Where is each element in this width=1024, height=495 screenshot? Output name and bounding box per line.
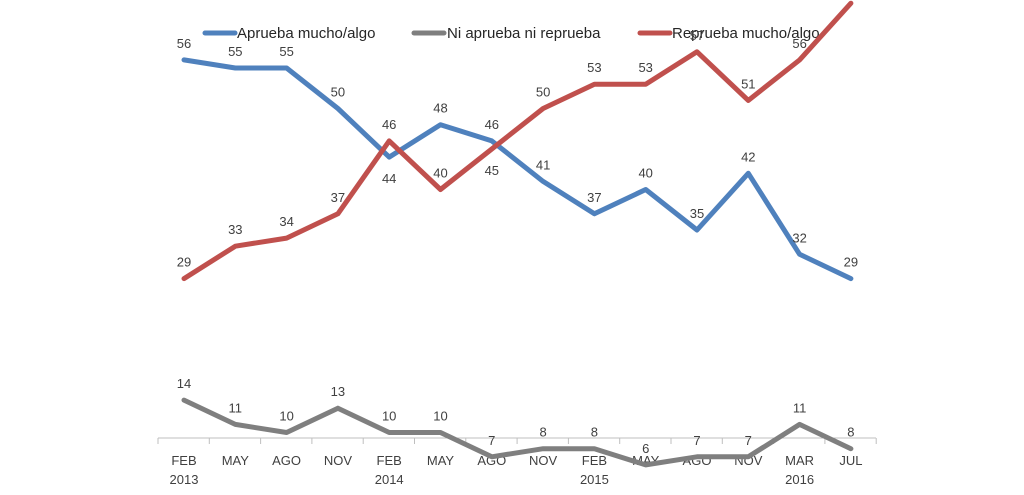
x-tick-year-label: 2015 (580, 472, 609, 487)
data-label: 8 (591, 425, 598, 440)
data-label: 10 (382, 409, 396, 424)
x-tick-label: NOV (324, 453, 353, 468)
data-label: 46 (485, 117, 499, 132)
data-label: 37 (587, 190, 601, 205)
x-tick-label: MAR (785, 453, 814, 468)
data-label: 11 (229, 400, 243, 415)
x-tick-label: FEB (582, 453, 607, 468)
legend-label: Ni aprueba ni reprueba (447, 25, 601, 42)
data-label: 50 (331, 85, 345, 100)
data-labels: 56 55 55 50 44 48 46 41 37 40 35 42 32 29 14 11 10 13 10 10… (177, 28, 858, 456)
series-lines (181, 0, 854, 468)
x-tick-year-label: 2014 (375, 472, 404, 487)
data-label: 53 (638, 60, 652, 75)
data-label: 42 (741, 149, 755, 164)
data-label: 7 (745, 433, 752, 448)
data-label: 57 (690, 28, 704, 43)
data-label: 55 (279, 44, 293, 59)
legend: Aprueba mucho/algo Ni aprueba ni reprueba… (202, 25, 820, 42)
data-label: 41 (536, 157, 550, 172)
data-label: 10 (279, 409, 293, 424)
data-label: 33 (228, 222, 242, 237)
data-label: 50 (536, 85, 550, 100)
x-tick-label: NOV (529, 453, 558, 468)
x-tick-label: JUL (839, 453, 862, 468)
legend-item-3: Reprueba mucho/algo (637, 25, 820, 42)
x-tick-label: FEB (377, 453, 402, 468)
data-label: 46 (382, 117, 396, 132)
data-label: 8 (539, 425, 546, 440)
legend-item-2: Ni aprueba ni reprueba (411, 25, 601, 42)
data-label: 40 (433, 166, 447, 181)
data-label: 53 (587, 60, 601, 75)
data-label: 37 (331, 190, 345, 205)
x-tick-year-label: 2016 (785, 472, 814, 487)
x-tick-label: FEB (171, 453, 196, 468)
series-line-3 (181, 0, 854, 282)
data-label: 56 (792, 36, 806, 51)
data-label: 29 (844, 255, 858, 270)
data-label: 55 (228, 44, 242, 59)
data-label: 7 (488, 433, 495, 448)
data-label: 29 (177, 255, 191, 270)
data-label: 34 (279, 214, 293, 229)
data-label: 8 (847, 425, 854, 440)
legend-label: Reprueba mucho/algo (672, 25, 820, 42)
x-tick-label: MAY (222, 453, 250, 468)
data-label: 51 (741, 76, 755, 91)
data-label: 10 (433, 409, 447, 424)
data-label: 6 (642, 441, 649, 456)
data-label: 14 (177, 376, 191, 391)
data-label: 11 (793, 400, 807, 415)
data-label: 44 (382, 171, 396, 186)
series-line-2 (181, 397, 854, 468)
data-label: 56 (177, 36, 191, 51)
data-label: 45 (485, 163, 499, 178)
data-label: 40 (638, 166, 652, 181)
series-line-1 (181, 57, 854, 282)
legend-label: Aprueba mucho/algo (237, 25, 375, 42)
x-tick-label: AGO (272, 453, 301, 468)
data-label: 35 (690, 206, 704, 221)
x-tick-label: MAY (427, 453, 455, 468)
data-label: 32 (792, 230, 806, 245)
data-label: 7 (693, 433, 700, 448)
legend-item-1: Aprueba mucho/algo (202, 25, 375, 42)
data-label: 13 (331, 384, 345, 399)
x-tick-year-label: 2013 (170, 472, 199, 487)
data-label: 48 (433, 101, 447, 116)
